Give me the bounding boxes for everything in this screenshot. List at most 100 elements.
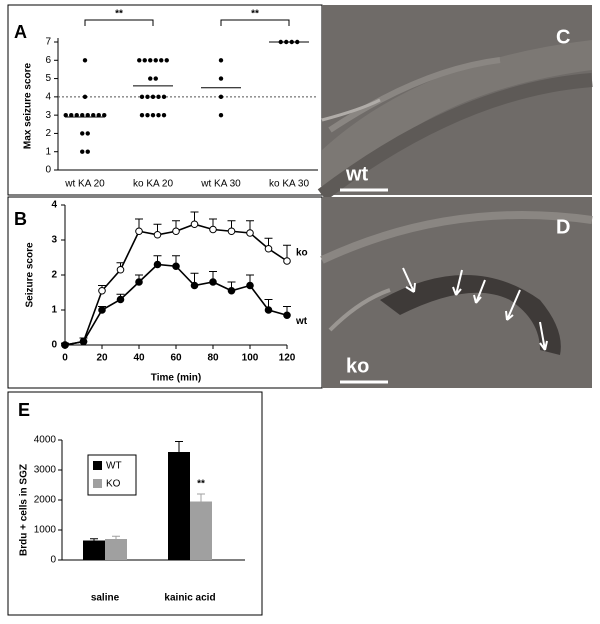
data-point bbox=[172, 227, 180, 236]
y-tick-label: 4000 bbox=[34, 435, 57, 446]
data-point bbox=[218, 112, 224, 118]
data-point bbox=[137, 58, 142, 63]
data-point bbox=[159, 58, 164, 63]
data-point bbox=[79, 337, 88, 346]
data-point bbox=[82, 94, 88, 100]
legend-label: WT bbox=[106, 461, 122, 472]
data-point bbox=[116, 265, 125, 274]
series-label: ko bbox=[296, 248, 308, 259]
micrograph: C wt bbox=[317, 5, 593, 201]
data-point bbox=[150, 112, 156, 118]
data-point bbox=[161, 112, 167, 118]
panel-letter: E bbox=[18, 400, 30, 420]
data-point bbox=[218, 94, 224, 100]
data-point bbox=[172, 262, 180, 271]
x-tick-label: kainic acid bbox=[164, 593, 215, 604]
y-tick-label: 2 bbox=[45, 128, 51, 139]
y-tick-label: 3 bbox=[45, 110, 51, 121]
data-point bbox=[96, 112, 101, 118]
x-axis-label: Time (min) bbox=[151, 373, 201, 384]
data-point bbox=[148, 58, 153, 63]
legend-swatch bbox=[93, 479, 102, 488]
x-tick-label: wt KA 20 bbox=[64, 179, 105, 190]
data-point bbox=[153, 230, 162, 239]
bar bbox=[168, 452, 190, 560]
series-line bbox=[64, 263, 288, 346]
data-point bbox=[283, 311, 291, 320]
y-tick-label: 1 bbox=[51, 305, 57, 316]
data-point bbox=[264, 244, 273, 253]
data-point bbox=[69, 112, 74, 118]
significance-label: ** bbox=[197, 479, 205, 490]
data-point bbox=[264, 306, 273, 314]
error-bar bbox=[112, 535, 120, 539]
legend-label: KO bbox=[106, 479, 121, 490]
x-tick-label: saline bbox=[91, 593, 120, 604]
y-tick-label: 2 bbox=[51, 270, 57, 281]
data-point bbox=[218, 58, 224, 63]
data-point bbox=[135, 278, 143, 286]
data-point bbox=[209, 225, 217, 234]
micrograph: D ko bbox=[320, 197, 593, 388]
legend-swatch bbox=[93, 461, 102, 470]
data-point bbox=[227, 227, 236, 236]
panel-letter: C bbox=[556, 26, 570, 48]
panel-frame bbox=[7, 4, 323, 196]
error-bar bbox=[90, 538, 98, 541]
x-tick-label: ko KA 20 bbox=[133, 179, 173, 190]
genotype-label: wt bbox=[345, 163, 369, 185]
data-point bbox=[246, 229, 254, 237]
series-label: wt bbox=[295, 316, 308, 327]
panel-frame bbox=[7, 196, 323, 389]
panel-frame bbox=[7, 391, 263, 616]
x-tick-label: 40 bbox=[133, 353, 145, 364]
x-tick-label: ko KA 30 bbox=[269, 179, 309, 190]
error-bar bbox=[175, 441, 183, 452]
data-point bbox=[139, 112, 145, 118]
x-tick-label: 60 bbox=[170, 353, 182, 364]
data-point bbox=[61, 341, 69, 349]
y-tick-label: 0 bbox=[50, 555, 56, 566]
data-point bbox=[153, 76, 158, 81]
data-point bbox=[135, 227, 143, 236]
bar bbox=[190, 501, 212, 560]
y-tick-label: 4 bbox=[45, 91, 51, 102]
error-bar bbox=[197, 493, 205, 502]
x-tick-label: 0 bbox=[62, 353, 68, 364]
x-tick-label: 100 bbox=[242, 353, 259, 364]
data-point bbox=[145, 94, 150, 100]
y-tick-label: 3 bbox=[51, 235, 57, 246]
data-point bbox=[91, 112, 96, 118]
data-point bbox=[98, 306, 106, 314]
data-point bbox=[148, 76, 153, 81]
data-point bbox=[164, 58, 169, 63]
data-point bbox=[156, 112, 161, 118]
y-tick-label: 4 bbox=[51, 200, 57, 211]
data-point bbox=[227, 286, 236, 295]
data-point bbox=[153, 260, 162, 269]
data-point bbox=[142, 58, 147, 63]
significance-bracket bbox=[220, 19, 290, 26]
data-point bbox=[80, 131, 85, 136]
data-point bbox=[161, 94, 167, 100]
data-point bbox=[85, 112, 90, 118]
data-point bbox=[190, 220, 199, 229]
data-point bbox=[150, 94, 156, 100]
bar bbox=[83, 540, 105, 560]
y-tick-label: 3000 bbox=[34, 465, 57, 476]
data-point bbox=[80, 112, 85, 118]
significance-label: ** bbox=[115, 9, 123, 20]
data-point bbox=[218, 76, 224, 81]
y-tick-label: 1000 bbox=[34, 525, 57, 536]
data-point bbox=[85, 149, 90, 154]
data-point bbox=[209, 278, 217, 286]
data-point bbox=[102, 112, 107, 118]
y-tick-label: 6 bbox=[45, 55, 51, 66]
y-tick-label: 0 bbox=[51, 340, 57, 351]
significance-label: ** bbox=[251, 9, 259, 20]
genotype-label: ko bbox=[346, 355, 369, 377]
data-point bbox=[153, 58, 158, 63]
y-tick-label: 0 bbox=[45, 165, 51, 176]
x-tick-label: 80 bbox=[207, 353, 219, 364]
